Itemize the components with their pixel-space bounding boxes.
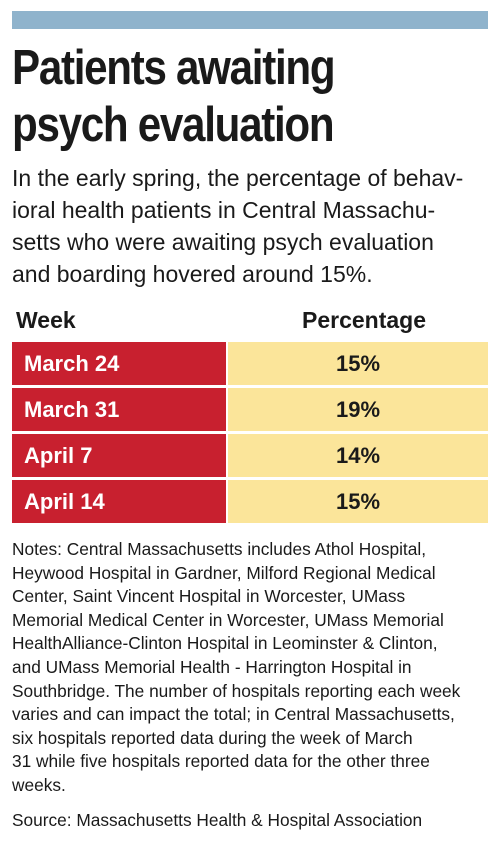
chart-notes: Notes: Central Massachusetts includes At… — [12, 539, 461, 795]
table-row: March 24 15% — [12, 342, 488, 385]
table-row: April 7 14% — [12, 434, 488, 477]
title-line-2: psych evaluation — [12, 98, 335, 152]
top-accent-bar — [12, 11, 488, 29]
chart-title: Patients awaiting psych evaluation — [12, 40, 425, 154]
column-header-percentage: Percentage — [301, 307, 426, 333]
chart-subtitle: In the early spring, the percentage of b… — [12, 165, 464, 287]
week-cell: March 31 — [12, 388, 228, 431]
column-header-week: Week — [16, 307, 76, 333]
percentage-cell: 15% — [228, 342, 488, 385]
data-table: March 24 15% March 31 19% April 7 14% Ap… — [12, 342, 488, 526]
percentage-cell: 14% — [228, 434, 488, 477]
chart-source: Source: Massachusetts Health & Hospital … — [12, 810, 423, 830]
percentage-cell: 15% — [228, 480, 488, 523]
week-cell: April 7 — [12, 434, 228, 477]
percentage-cell: 19% — [228, 388, 488, 431]
week-cell: April 14 — [12, 480, 228, 523]
table-header: Week Percentage — [12, 305, 488, 339]
title-line-1: Patients awaiting — [12, 41, 336, 95]
table-row: March 31 19% — [12, 388, 488, 431]
week-cell: March 24 — [12, 342, 228, 385]
table-row: April 14 15% — [12, 480, 488, 523]
